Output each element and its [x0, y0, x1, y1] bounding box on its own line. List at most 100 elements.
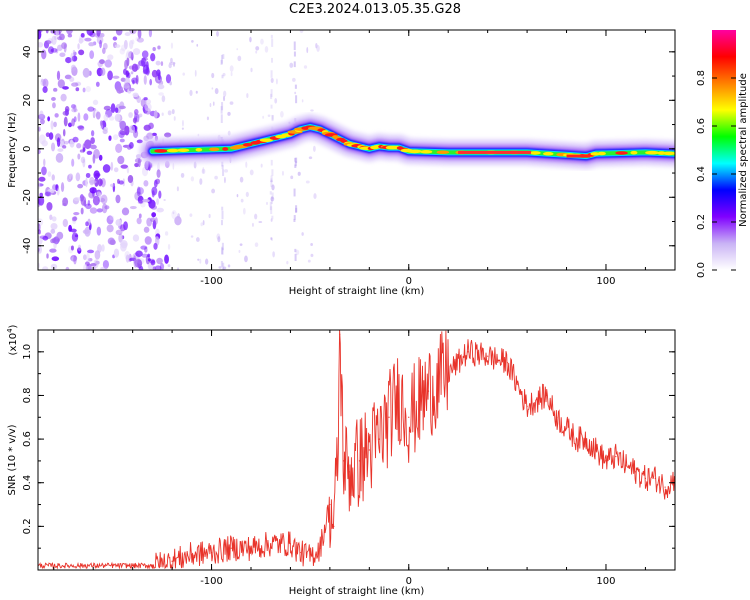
noise-speckle — [156, 198, 159, 205]
noise-speckle — [156, 207, 164, 213]
faint-speckle — [229, 65, 234, 72]
noise-speckle — [107, 70, 113, 81]
noise-speckle — [77, 244, 82, 252]
noise-speckle — [69, 76, 75, 82]
y-axis-label: SNR (10 * v/v) — [7, 424, 18, 495]
noise-speckle — [152, 47, 156, 52]
noise-speckle — [102, 47, 106, 55]
noise-speckle — [165, 74, 172, 84]
noise-speckle — [137, 200, 144, 205]
noise-speckle — [95, 81, 100, 87]
noise-speckle — [108, 116, 115, 121]
streak-dot — [293, 215, 296, 220]
faint-speckle — [202, 220, 205, 226]
noise-speckle — [53, 87, 58, 92]
faint-speckle — [308, 156, 313, 160]
faint-speckle — [297, 171, 301, 176]
faint-speckle — [242, 207, 246, 215]
y-tick-label: 0.2 — [22, 518, 33, 534]
faint-speckle — [260, 163, 263, 168]
noise-speckle — [128, 87, 135, 92]
streak-dot — [271, 192, 274, 200]
snr-data-point — [654, 477, 656, 479]
snr-data-point — [92, 565, 94, 567]
noise-speckle — [78, 37, 84, 44]
faint-speckle — [315, 42, 318, 49]
faint-speckle — [227, 264, 231, 268]
noise-speckle — [152, 266, 156, 270]
faint-speckle — [206, 116, 209, 121]
noise-speckle — [46, 202, 53, 211]
noise-speckle — [133, 109, 139, 116]
ridge-peak — [566, 154, 591, 158]
colorbar-tick-label: 0.6 — [696, 118, 707, 134]
noise-speckle — [118, 180, 124, 185]
noise-speckle — [102, 129, 108, 135]
noise-speckle — [40, 118, 45, 125]
noise-speckle — [38, 245, 43, 254]
noise-speckle — [123, 221, 128, 231]
faint-speckle — [229, 101, 234, 105]
noise-speckle — [157, 84, 165, 90]
snr-data-point — [605, 460, 607, 462]
faint-speckle — [310, 109, 314, 112]
noise-speckle — [120, 128, 126, 134]
faint-speckle — [236, 193, 239, 198]
noise-speckle — [67, 122, 73, 128]
noise-speckle — [99, 33, 105, 38]
streak-dot — [293, 51, 296, 57]
streak-dot — [271, 169, 274, 176]
noise-speckle — [143, 226, 150, 233]
ridge-peak — [406, 149, 423, 154]
noise-speckle — [70, 52, 74, 63]
noise-speckle — [67, 33, 73, 38]
noise-speckle — [68, 173, 72, 180]
noise-speckle — [154, 217, 158, 225]
noise-speckle — [113, 248, 120, 258]
noise-speckle — [126, 50, 131, 59]
noise-speckle — [147, 253, 151, 258]
noise-speckle — [94, 250, 101, 260]
noise-speckle — [40, 78, 44, 83]
streak-dot — [220, 220, 223, 226]
faint-speckle — [211, 72, 215, 79]
noise-speckle — [51, 97, 56, 101]
streak-dot — [222, 169, 225, 176]
faint-speckle — [307, 259, 311, 263]
y-tick-label: 0.8 — [22, 388, 33, 404]
noise-speckle — [46, 253, 49, 259]
noise-speckle — [71, 118, 75, 127]
faint-speckle — [189, 89, 193, 96]
noise-speckle — [42, 78, 49, 88]
plot-frame — [37, 329, 676, 571]
noise-speckle — [103, 114, 109, 122]
faint-speckle — [301, 99, 304, 103]
streak-dot — [222, 262, 225, 270]
noise-speckle — [95, 111, 101, 120]
faint-speckle — [255, 50, 258, 54]
noise-speckle — [56, 70, 61, 81]
noise-speckle — [110, 161, 114, 171]
snr-data-point — [664, 486, 666, 488]
colorbar: 0.0 0.2 0.4 0.6 0.8 Normalized spectral ampli… — [696, 30, 749, 278]
faint-speckle — [212, 101, 215, 106]
ridge-peak — [222, 147, 229, 151]
noise-speckle — [141, 50, 149, 59]
noise-speckle — [41, 49, 47, 60]
noise-speckle — [132, 117, 138, 124]
x-tick-label: -100 — [200, 576, 223, 587]
noise-speckle — [136, 217, 142, 225]
faint-speckle — [177, 267, 180, 270]
noise-speckle — [86, 150, 93, 155]
faint-speckle — [181, 127, 184, 130]
chart-title: C2E3.2024.013.05.35.G28 — [288, 2, 462, 17]
y-tick-label: 0.6 — [22, 431, 33, 447]
noise-speckle — [143, 124, 151, 131]
noise-speckle — [132, 48, 141, 55]
x-tick-label: -100 — [200, 276, 223, 287]
streak-dot — [270, 70, 273, 78]
noise-speckle — [48, 132, 54, 140]
noise-speckle — [90, 262, 97, 267]
ridge-peak — [259, 138, 273, 142]
noise-speckle — [99, 59, 105, 65]
